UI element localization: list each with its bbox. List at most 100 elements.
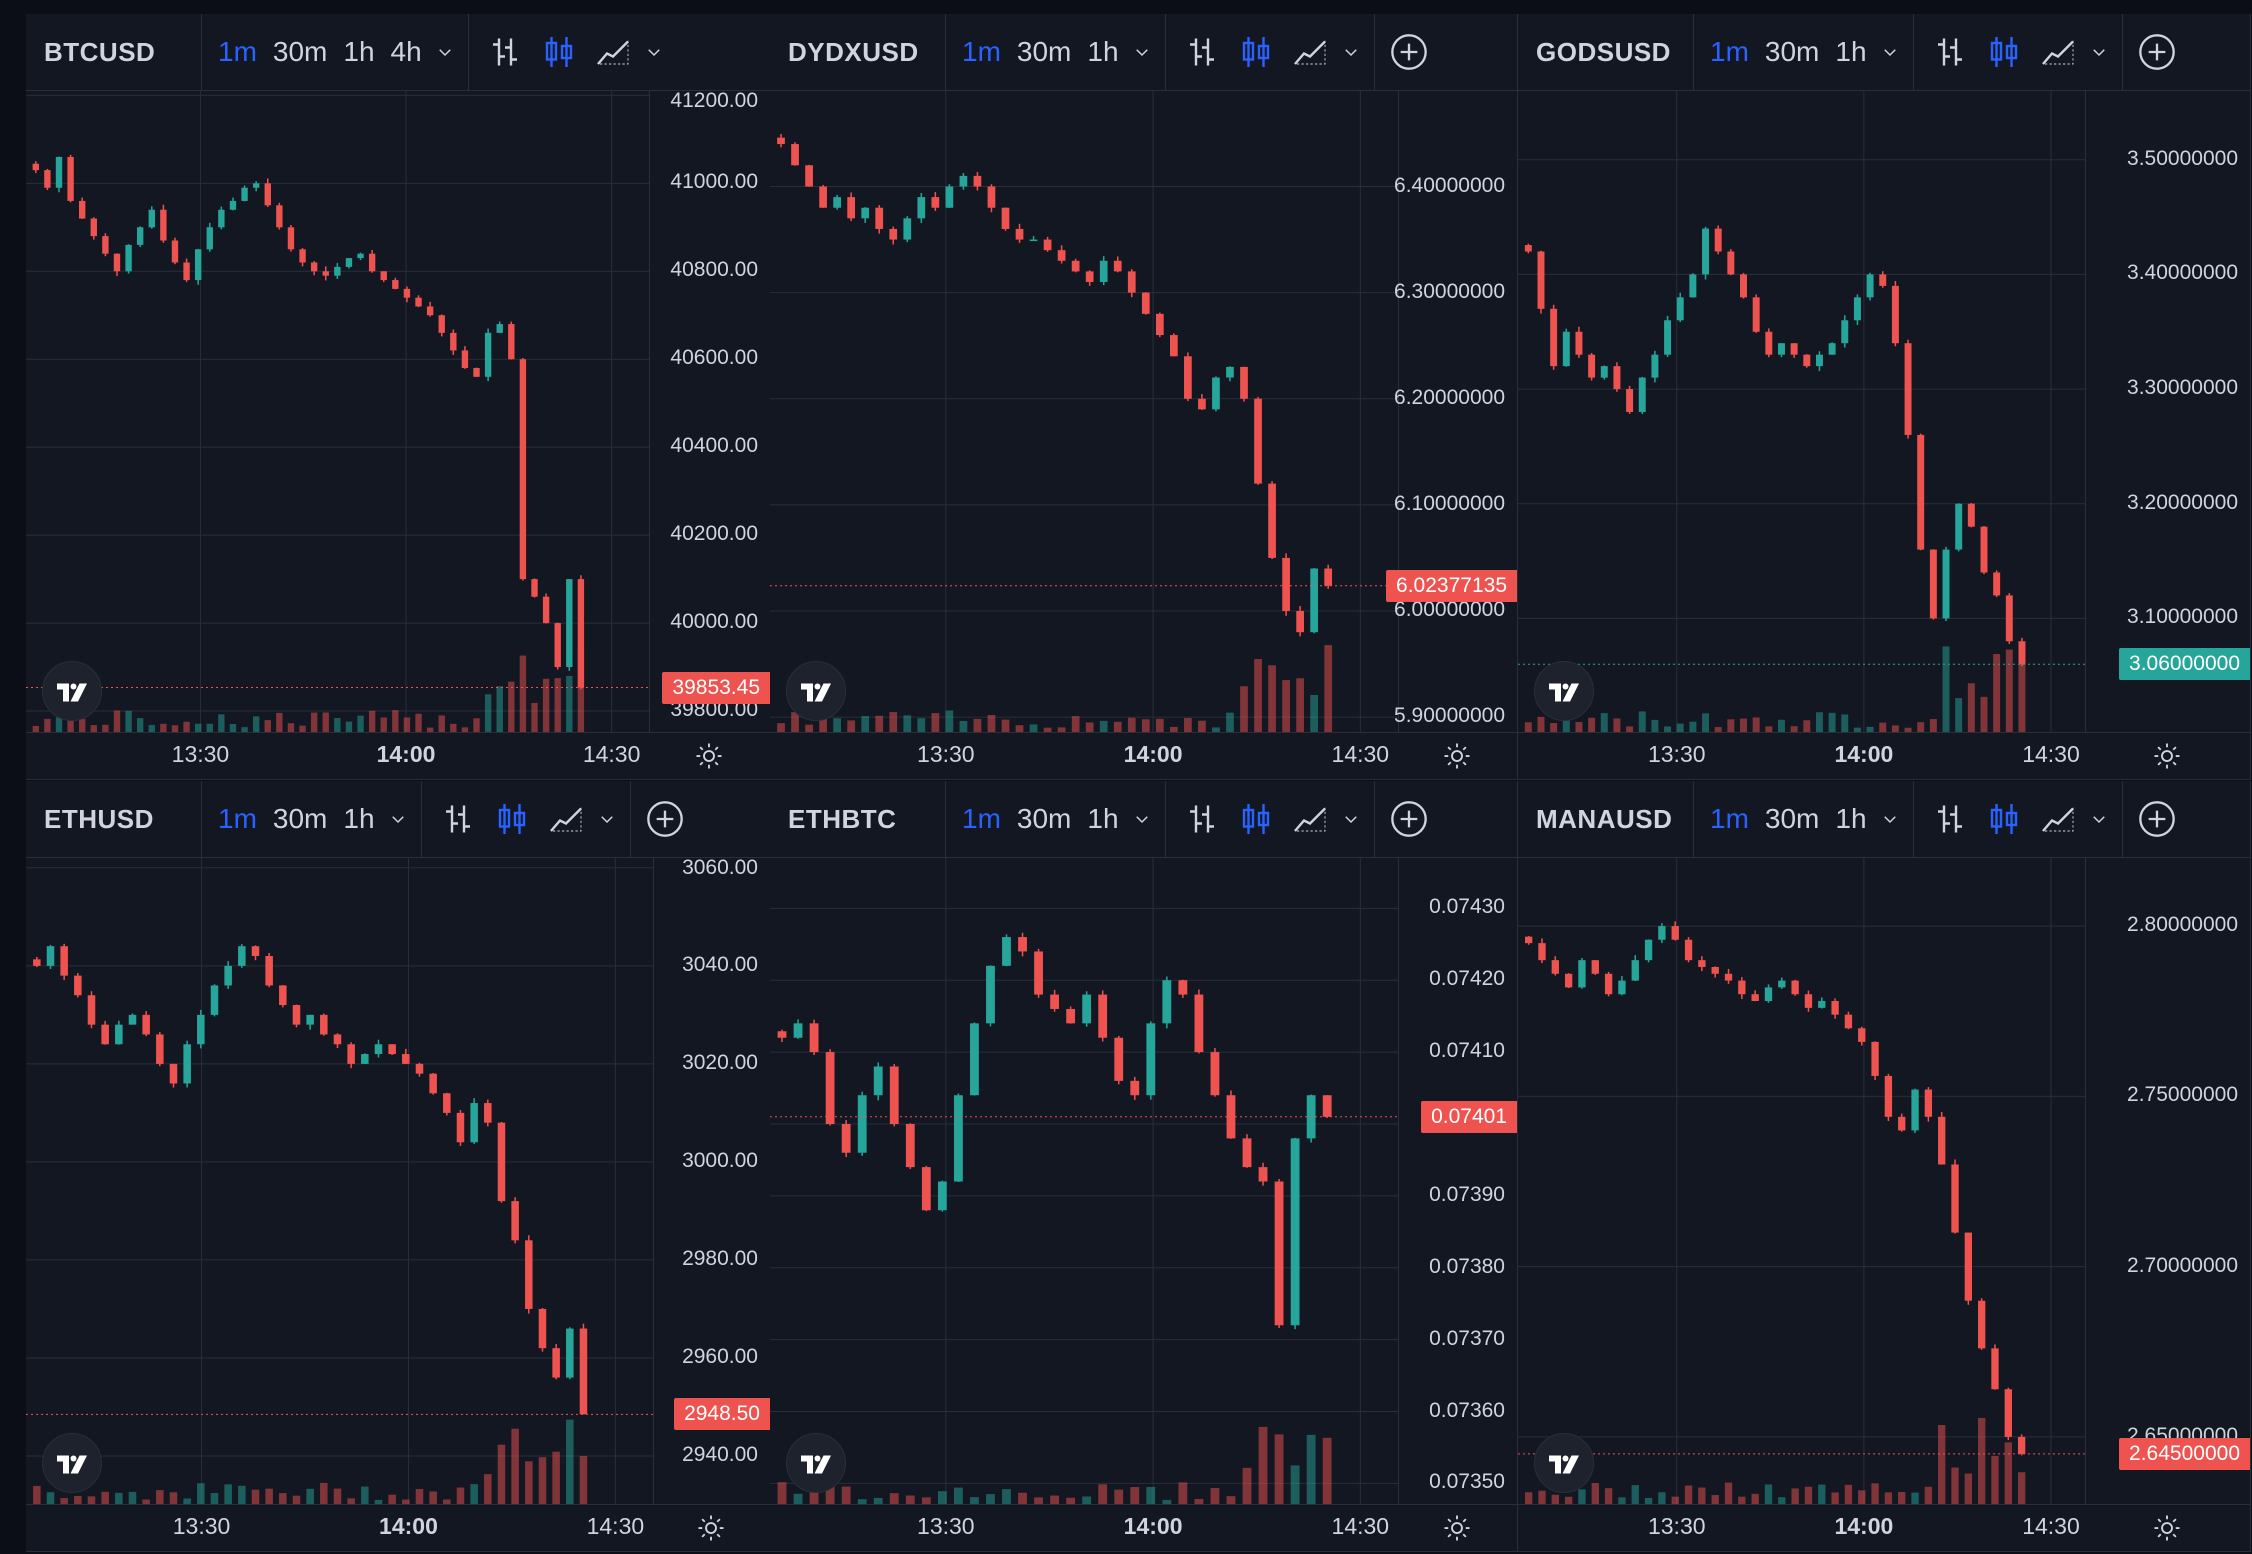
tradingview-logo[interactable] [1534, 661, 1594, 721]
price-axis[interactable]: 41200.00 41000.00 40800.00 40600.00 40400.00… [649, 89, 770, 733]
time-axis[interactable]: 13:30 14:00 14:30 [1518, 732, 2250, 779]
settings-gear-icon[interactable] [2152, 1513, 2182, 1543]
timeframe-1m-button[interactable]: 1m [962, 36, 1001, 67]
bar-chart-type-icon[interactable] [1184, 34, 1220, 70]
price-axis[interactable]: 0.074300.074200.074100.074000.073900.073… [1398, 858, 1517, 1505]
candlestick-chart[interactable] [770, 858, 1398, 1505]
volume-bar [1575, 721, 1583, 733]
add-circle-icon[interactable] [1389, 799, 1429, 839]
candlestick-chart[interactable] [1518, 858, 2085, 1505]
timeframe-1h-button[interactable]: 1h [343, 803, 375, 834]
settings-gear-icon[interactable] [1442, 741, 1472, 771]
candlestick-chart[interactable] [26, 91, 649, 733]
timeframe-1h-button[interactable]: 1h [1835, 36, 1867, 67]
settings-gear-icon[interactable] [696, 1513, 726, 1543]
candle-body [889, 228, 898, 240]
candle-chart-type-icon[interactable] [1986, 801, 2022, 837]
chevron-down-icon[interactable] [1881, 810, 1899, 828]
tradingview-logo[interactable] [42, 1433, 102, 1493]
timeframe-30m-button[interactable]: 30m [1764, 803, 1820, 834]
timeframe-1m-button[interactable]: 1m [218, 36, 257, 67]
candle-chart-type-icon[interactable] [1986, 34, 2022, 70]
timeframe-30m-button[interactable]: 30m [1764, 36, 1820, 67]
timeframe-30m-button[interactable]: 30m [1016, 36, 1072, 67]
area-chart-type-icon[interactable] [548, 801, 584, 837]
add-circle-icon[interactable] [2137, 799, 2177, 839]
add-circle-icon[interactable] [645, 799, 685, 839]
chevron-down-icon[interactable] [1133, 810, 1151, 828]
chevron-down-icon[interactable] [2090, 43, 2108, 61]
symbol-button[interactable]: ETHUSD [44, 803, 154, 834]
price-axis-label: 3.40000000 [2127, 261, 2238, 285]
chevron-down-icon[interactable] [1133, 43, 1151, 61]
bar-chart-type-icon[interactable] [1932, 801, 1968, 837]
area-chart-type-icon[interactable] [1292, 801, 1328, 837]
bar-chart-type-icon[interactable] [440, 801, 476, 837]
symbol-button[interactable]: GODSUSD [1536, 36, 1671, 67]
settings-gear-icon[interactable] [2152, 741, 2182, 771]
volume-bar [1242, 1467, 1252, 1505]
area-chart-type-icon[interactable] [2040, 34, 2076, 70]
chevron-down-icon[interactable] [1881, 43, 1899, 61]
candle-chart-type-icon[interactable] [494, 801, 530, 837]
candle-body [1993, 572, 2001, 596]
area-chart-type-icon[interactable] [595, 34, 631, 70]
symbol-button[interactable]: MANAUSD [1536, 803, 1673, 834]
bar-chart-type-icon[interactable] [487, 34, 523, 70]
price-axis[interactable]: 3.50000000 3.40000000 3.30000000 3.20000000… [2085, 91, 2250, 733]
candlestick-chart[interactable] [26, 858, 653, 1505]
time-axis[interactable]: 13:30 14:00 14:30 [26, 1504, 770, 1551]
symbol-button[interactable]: ETHBTC [788, 803, 897, 834]
price-axis[interactable]: 3060.00 3040.00 3020.00 3000.00 2980.00 2960.… [653, 856, 770, 1505]
price-axis[interactable]: 2.80000000 2.75000000 2.70000000 2.65000000… [2085, 858, 2250, 1505]
area-chart-type-icon[interactable] [2040, 801, 2076, 837]
timeframe-1h-button[interactable]: 1h [1087, 803, 1119, 834]
add-circle-icon[interactable] [1389, 32, 1429, 72]
bar-chart-type-icon[interactable] [1184, 801, 1220, 837]
tradingview-logo[interactable] [786, 661, 846, 721]
tradingview-logo[interactable] [786, 1433, 846, 1493]
candle-chart-type-icon[interactable] [1238, 34, 1274, 70]
bar-chart-type-icon[interactable] [1932, 34, 1968, 70]
settings-gear-icon[interactable] [694, 741, 724, 771]
candle-body [538, 1308, 547, 1349]
chevron-down-icon[interactable] [598, 810, 616, 828]
timeframe-30m-button[interactable]: 30m [1016, 803, 1072, 834]
add-circle-icon[interactable] [2137, 32, 2177, 72]
timeframe-1h-button[interactable]: 1h [343, 36, 375, 67]
symbol-button[interactable]: BTCUSD [44, 36, 156, 67]
timeframe-1m-button[interactable]: 1m [962, 803, 1001, 834]
volume-bar [320, 1482, 328, 1505]
symbol-button[interactable]: DYDXUSD [788, 36, 919, 67]
chevron-down-icon[interactable] [645, 43, 663, 61]
time-axis[interactable]: 13:30 14:00 14:30 [770, 1504, 1517, 1551]
chevron-down-icon[interactable] [389, 810, 407, 828]
timeframe-30m-button[interactable]: 30m [272, 36, 328, 67]
timeframe-1m-button[interactable]: 1m [1710, 803, 1749, 834]
chevron-down-icon[interactable] [436, 43, 454, 61]
timeframe-4h-button[interactable]: 4h [390, 36, 422, 67]
timeframe-1h-button[interactable]: 1h [1835, 803, 1867, 834]
chevron-down-icon[interactable] [1342, 43, 1360, 61]
time-axis[interactable]: 13:30 14:00 14:30 [1518, 1504, 2250, 1551]
candlestick-chart[interactable] [770, 91, 1398, 733]
candle-chart-type-icon[interactable] [1238, 801, 1274, 837]
volume-bar [403, 717, 411, 733]
settings-gear-icon[interactable] [1442, 1513, 1472, 1543]
volume-bar [1964, 1473, 1973, 1505]
candle-chart-type-icon[interactable] [541, 34, 577, 70]
tradingview-logo[interactable] [1534, 1433, 1594, 1493]
chevron-down-icon[interactable] [1342, 810, 1360, 828]
tradingview-logo[interactable] [42, 661, 102, 721]
candlestick-chart[interactable] [1518, 91, 2085, 733]
time-axis[interactable]: 13:30 14:00 14:30 [26, 732, 770, 779]
area-chart-type-icon[interactable] [1292, 34, 1328, 70]
timeframe-1m-button[interactable]: 1m [218, 803, 257, 834]
time-axis[interactable]: 13:30 14:00 14:30 [770, 732, 1517, 779]
timeframe-1h-button[interactable]: 1h [1087, 36, 1119, 67]
price-axis[interactable]: 6.40000000 6.30000000 6.20000000 6.10000000… [1386, 91, 1517, 733]
timeframe-30m-button[interactable]: 30m [272, 803, 328, 834]
chevron-down-icon[interactable] [2090, 810, 2108, 828]
candle-body [1967, 503, 1975, 527]
timeframe-1m-button[interactable]: 1m [1710, 36, 1749, 67]
